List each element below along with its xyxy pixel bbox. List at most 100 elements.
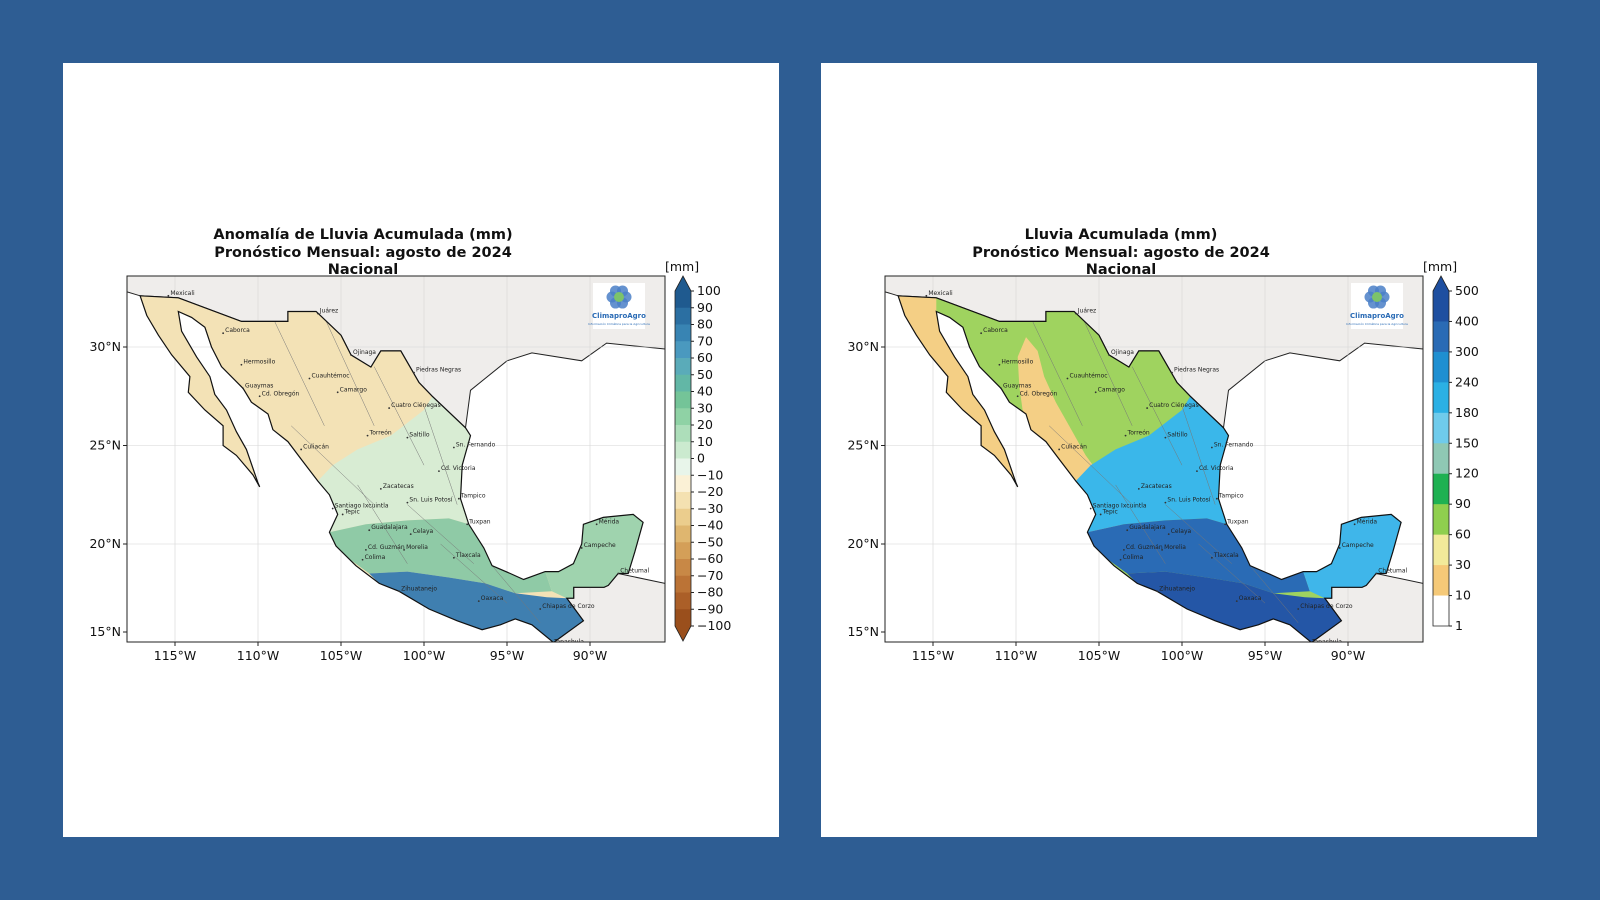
colorbar-swatch — [675, 358, 691, 376]
y-tick-label: 25°N — [89, 438, 121, 453]
city-dot — [1066, 377, 1069, 380]
city-label: Torreón — [369, 430, 392, 437]
city-dot — [1099, 513, 1102, 516]
city-label: Sn. Luis Potosí — [1167, 497, 1210, 504]
city-label: Celaya — [1171, 528, 1192, 535]
city-label: Ojinaga — [353, 349, 376, 356]
title-line-2: Pronóstico Mensual: agosto de 2024 — [972, 244, 1270, 261]
city-dot — [1210, 556, 1213, 559]
state-line — [1198, 543, 1266, 604]
state-line — [274, 321, 325, 426]
city-dot — [1164, 436, 1167, 439]
city-dot — [368, 529, 371, 532]
city-label: Guadalajara — [371, 524, 408, 531]
city-dot — [1353, 523, 1356, 526]
city-dot — [1171, 371, 1173, 374]
city-label: Culiacán — [1061, 443, 1087, 450]
city-label: Santiago Ixcuintla — [335, 503, 389, 510]
colorbar-tick-label: 1 — [1455, 618, 1463, 633]
colorbar-swatch — [675, 307, 691, 325]
city-label: Culiacán — [303, 443, 329, 450]
region-south-coast — [1127, 571, 1342, 642]
y-tick-label: 15°N — [89, 624, 121, 639]
colorbar-swatch — [675, 291, 691, 309]
city-dot — [167, 294, 170, 297]
city-label: Guaymas — [1003, 382, 1031, 389]
city-label: Piedras Negras — [1174, 367, 1219, 374]
colorbar-swatch — [675, 525, 691, 543]
state-line — [1248, 563, 1299, 623]
colorbar-tick-label: 50 — [697, 367, 713, 382]
city-dot — [477, 600, 480, 603]
city-dot — [1074, 312, 1077, 315]
city-label: Camargo — [340, 386, 368, 393]
city-dot — [242, 387, 244, 390]
city-label: Mexicali — [170, 290, 195, 297]
logo-tagline: Información Climática para la Agricultur… — [588, 322, 650, 326]
city-dot — [300, 448, 303, 451]
colorbar-tick-label: 0 — [697, 451, 705, 466]
city-label: Cd. Guzmán — [368, 544, 405, 551]
city-label: Tlaxcala — [1213, 552, 1239, 559]
colorbar-tick-label: −80 — [697, 585, 723, 600]
city-dot — [466, 523, 469, 526]
colorbar-tick-label: −60 — [697, 551, 723, 566]
city-label: Camargo — [1098, 386, 1126, 393]
city-label: Cuauhtémoc — [311, 373, 349, 380]
city-dot — [1167, 533, 1170, 536]
city-dot — [222, 332, 225, 335]
state-line — [423, 406, 458, 505]
city-dot — [1196, 470, 1198, 473]
x-tick-label: 110°W — [995, 648, 1037, 663]
city-label: Tuxpan — [468, 518, 491, 525]
colorbar-tick-label: 10 — [697, 434, 713, 449]
city-dot — [341, 513, 344, 516]
colorbar-swatch — [675, 341, 691, 359]
x-tick-label: 105°W — [1078, 648, 1120, 663]
colorbar-tick-label: 120 — [1455, 466, 1479, 481]
city-dot — [240, 363, 243, 366]
city-dot — [1338, 547, 1341, 549]
state-line — [1165, 504, 1232, 564]
x-tick-label: 110°W — [237, 648, 279, 663]
logo-name: ClimaproAgro — [1350, 312, 1404, 320]
colorbar: 1009080706050403020100−10−20−30−40−50−60… — [674, 275, 731, 642]
city-label: Guaymas — [245, 382, 273, 389]
colorbar-tick-label: 60 — [697, 350, 713, 365]
city-label: Juárez — [1077, 308, 1096, 315]
state-line — [440, 543, 508, 604]
colorbar-swatch — [1433, 382, 1449, 414]
colorbar-tick-label: 70 — [697, 333, 713, 348]
map-panel-total: Lluvia Acumulada (mm) Pronóstico Mensual… — [821, 63, 1537, 837]
city-label: Tuxpan — [1226, 518, 1249, 525]
x-tick-label: 100°W — [403, 648, 445, 663]
city-label: Torreón — [1127, 430, 1150, 437]
y-tick-label: 30°N — [89, 339, 121, 354]
colorbar-tick-label: −100 — [697, 618, 731, 633]
city-dot — [1146, 407, 1149, 409]
city-label: Guadalajara — [1129, 524, 1166, 531]
colorbar-swatch — [675, 508, 691, 526]
colorbar-swatch — [675, 408, 691, 426]
colorbar-tick-label: −70 — [697, 568, 723, 583]
state-line — [373, 366, 425, 466]
colorbar-swatch — [675, 475, 691, 493]
city-dot — [1123, 549, 1125, 551]
city-label: Colima — [365, 554, 386, 561]
city-label: Cd. Guzmán — [1126, 544, 1163, 551]
map-title: Lluvia Acumulada (mm) Pronóstico Mensual… — [821, 227, 1421, 280]
colorbar-tick-label: 60 — [1455, 527, 1471, 542]
city-dot — [980, 332, 983, 335]
city-label: Zihuatanejo — [1159, 585, 1195, 592]
city-label: Sn. Luis Potosí — [409, 497, 452, 504]
city-label: Cuatro Ciénegas — [1149, 402, 1199, 409]
climaproagro-logo: ClimaproAgro Información Climática para l… — [1346, 283, 1408, 329]
x-tick-label: 115°W — [154, 648, 196, 663]
city-dot — [1210, 446, 1213, 449]
city-label: Cuauhtémoc — [1069, 373, 1107, 380]
colorbar-tick-label: 180 — [1455, 405, 1479, 420]
state-line — [1049, 425, 1133, 505]
colorbar-tick-label: 30 — [697, 400, 713, 415]
city-dot — [595, 523, 598, 526]
mexico-outline — [897, 295, 1402, 642]
